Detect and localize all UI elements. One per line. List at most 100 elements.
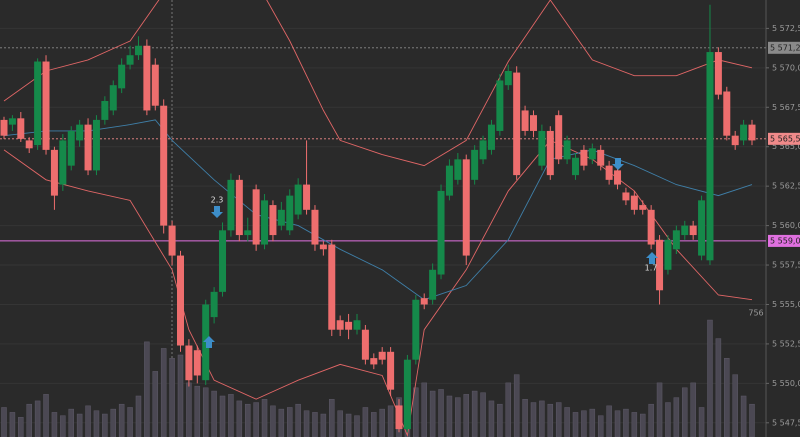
sell-arrow bbox=[612, 158, 624, 170]
volume-bar bbox=[581, 410, 587, 437]
volume-bar bbox=[295, 403, 301, 437]
candle-body bbox=[479, 140, 487, 160]
volume-bar bbox=[471, 390, 478, 437]
candle-body bbox=[647, 209, 655, 245]
volume-bar bbox=[690, 382, 696, 437]
volume-bar bbox=[539, 400, 545, 437]
volume-bar bbox=[1, 407, 7, 437]
volume-bar bbox=[160, 348, 167, 437]
candle-body bbox=[731, 135, 739, 146]
candle-body bbox=[462, 159, 470, 256]
volume-bar bbox=[665, 402, 671, 437]
volume-bar bbox=[606, 405, 612, 437]
volume-bar bbox=[564, 407, 570, 437]
candle-body bbox=[487, 124, 495, 150]
volume-bar bbox=[270, 405, 276, 437]
volume-bar bbox=[707, 319, 713, 437]
volume-bar bbox=[631, 412, 638, 437]
candle-body bbox=[748, 124, 756, 141]
y-tick-label: 5 547,50 bbox=[772, 418, 800, 427]
candle-body bbox=[529, 115, 537, 131]
volume-bar bbox=[76, 413, 83, 437]
volume-bar bbox=[463, 394, 469, 437]
volume-bar bbox=[354, 415, 360, 437]
volume-bar bbox=[488, 400, 495, 437]
volume-bar bbox=[152, 371, 159, 437]
volume-bar bbox=[127, 407, 133, 437]
candle-body bbox=[353, 320, 361, 330]
volume-bar bbox=[371, 412, 377, 437]
candle-body bbox=[420, 298, 428, 305]
candle-body bbox=[689, 225, 697, 236]
volume-bar bbox=[480, 392, 486, 437]
y-tick-label: 5 560,00 bbox=[772, 221, 800, 230]
volume-bar bbox=[110, 408, 117, 437]
candle-body bbox=[252, 189, 260, 245]
candle-body bbox=[429, 269, 437, 300]
volume-bar bbox=[421, 382, 427, 437]
y-tick-label: 5 565,00 bbox=[772, 142, 800, 151]
candle-body bbox=[59, 140, 67, 185]
candle-body bbox=[445, 165, 453, 196]
candle-body bbox=[34, 61, 42, 146]
level-label: 5 571,27 bbox=[770, 43, 800, 52]
candle-body bbox=[269, 205, 277, 236]
volume-bar bbox=[169, 358, 175, 437]
volume-bar bbox=[320, 413, 327, 437]
candle-body bbox=[202, 304, 210, 381]
candle-body bbox=[630, 195, 638, 210]
volume-bar bbox=[236, 400, 243, 437]
volume-bar bbox=[278, 408, 285, 437]
candle-body bbox=[185, 345, 193, 381]
candle-body bbox=[8, 118, 16, 125]
volume-bar bbox=[177, 354, 184, 437]
candle-body bbox=[151, 64, 159, 106]
volume-bar bbox=[68, 408, 74, 437]
indicator-line bbox=[3, 119, 753, 301]
volume-bar bbox=[724, 358, 730, 437]
volume-bar bbox=[438, 389, 444, 437]
candle-body bbox=[714, 52, 722, 95]
volume-bar bbox=[253, 402, 259, 437]
indicator-line bbox=[3, 0, 753, 167]
volume-bar bbox=[228, 394, 234, 437]
candle-body bbox=[227, 179, 235, 231]
candle-body bbox=[336, 320, 344, 330]
candle-body bbox=[563, 140, 571, 160]
sell-arrow bbox=[211, 206, 223, 218]
volume-bar bbox=[312, 412, 318, 437]
volume-bar bbox=[513, 374, 520, 437]
volume-bar bbox=[614, 410, 621, 437]
volume-bar bbox=[26, 403, 32, 437]
candle-body bbox=[471, 149, 479, 180]
volume-bar bbox=[648, 403, 654, 437]
volume-bar bbox=[18, 417, 24, 437]
volume-bar bbox=[186, 382, 192, 437]
candle-body bbox=[412, 299, 420, 360]
candle-body bbox=[160, 105, 168, 226]
candle-body bbox=[387, 351, 395, 390]
candle-body bbox=[588, 148, 596, 160]
candle-body bbox=[672, 230, 680, 250]
volume-bar bbox=[211, 390, 217, 437]
candle-body bbox=[118, 64, 126, 89]
candle-body bbox=[235, 179, 243, 236]
volume-bar bbox=[522, 399, 528, 437]
candle-body bbox=[656, 239, 664, 291]
candle-body bbox=[496, 80, 504, 131]
level-label: 5 559,03 bbox=[770, 236, 800, 245]
volume-bar bbox=[337, 410, 343, 437]
volume-bar bbox=[303, 410, 310, 437]
volume-bar bbox=[85, 405, 91, 437]
candle-body bbox=[50, 149, 58, 196]
level-label: 5 565,50 bbox=[770, 134, 800, 143]
volume-bar bbox=[682, 387, 688, 437]
volume-bar bbox=[9, 412, 16, 437]
y-tick-label: 5 570,00 bbox=[772, 63, 800, 72]
y-tick-label: 5 557,50 bbox=[772, 261, 800, 270]
volume-bar bbox=[656, 382, 663, 437]
candle-body bbox=[17, 118, 25, 139]
candle-body bbox=[597, 149, 605, 166]
volume-bar bbox=[329, 399, 335, 437]
volume-bar bbox=[698, 407, 705, 437]
